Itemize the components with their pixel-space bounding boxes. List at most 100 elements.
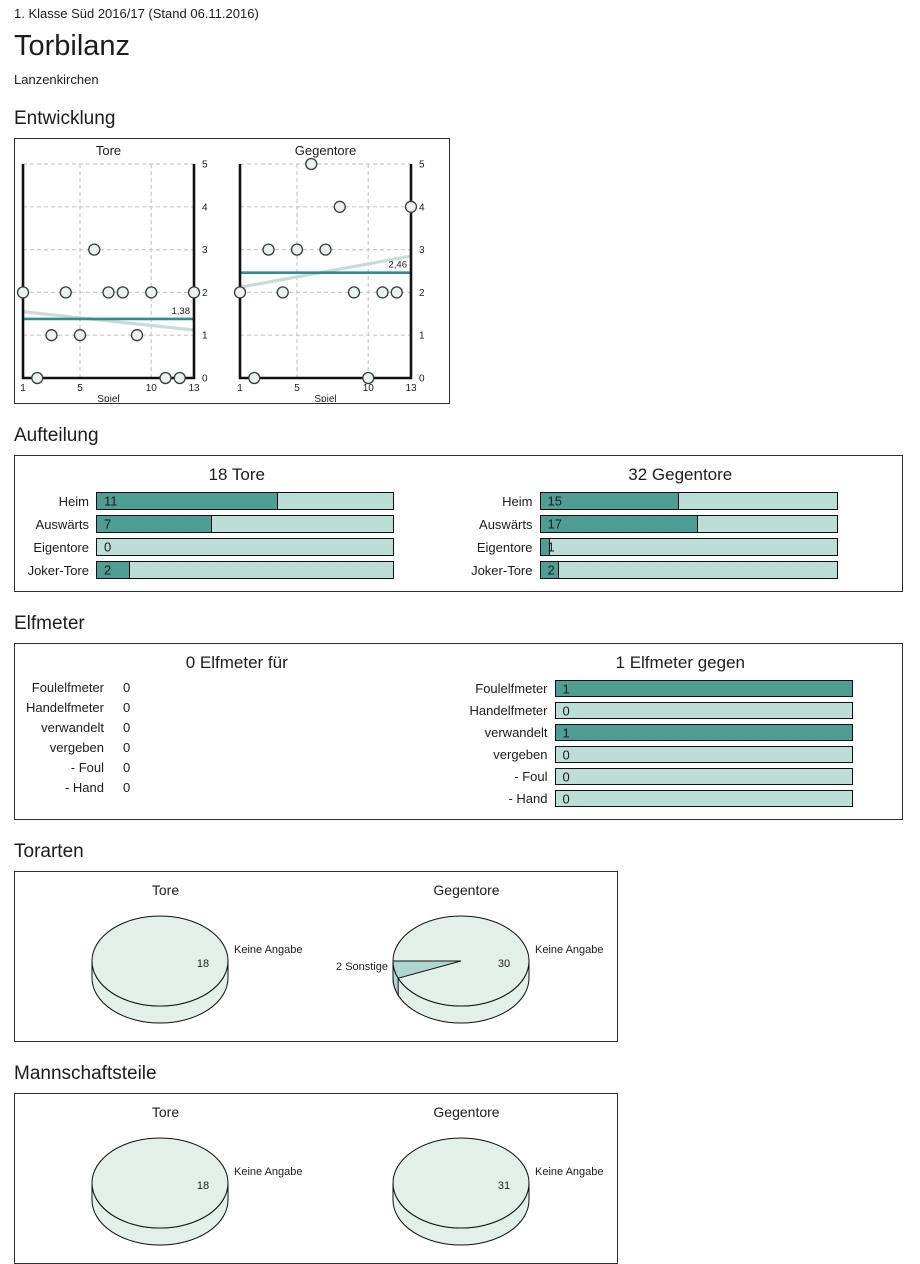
svg-text:2 Sonstige: 2 Sonstige (336, 961, 388, 973)
bar-fill (540, 539, 550, 555)
section-heading-entwicklung: Entwicklung (14, 108, 116, 129)
bar-track: 2 (96, 561, 394, 579)
svg-text:2: 2 (419, 288, 425, 299)
pie-title-torarten-tore: Tore (151, 882, 180, 898)
mannschaftsteile-panel: Tore Keine Angabe 18 Gegentore Keine Anga… (14, 1093, 618, 1264)
pie-title-mannschaftsteile-gegentore: Gegentore (433, 1104, 500, 1120)
svg-text:Spiel: Spiel (97, 394, 119, 402)
bar-label: Auswärts (479, 516, 533, 532)
bar-fill (97, 562, 130, 578)
bar-track: 7 (96, 515, 394, 533)
bar-row: Auswärts 7 (15, 515, 459, 533)
bar-track: 15 (539, 492, 838, 510)
bar-track: 0 (554, 702, 853, 719)
bar-rows-elfmeter-fuer: Foulelfmeter 0 Handelfmeter 0 verwandelt 0 ver… (15, 680, 459, 795)
bar-track: 0 (554, 746, 853, 763)
svg-text:4: 4 (419, 202, 425, 213)
bar-value: 15 (547, 493, 562, 509)
bar-value: 0 (562, 703, 570, 718)
bar-fill (97, 516, 213, 532)
bar-fill (555, 725, 852, 740)
scatter-chart-gegentore: Gegentore 2,46 0 1 2 3 4 5 1 5 10 13 Spiel (233, 143, 425, 402)
svg-text:10: 10 (363, 383, 375, 394)
bar-label: - Foul (70, 760, 104, 775)
svg-text:13: 13 (405, 383, 417, 394)
svg-text:1,38: 1,38 (172, 306, 191, 317)
chart-title-elfmeter-gegen: 1 Elfmeter gegen (615, 653, 745, 672)
bar-row: Foulelfmeter 1 (459, 680, 903, 697)
bar-row: verwandelt 0 (15, 720, 459, 735)
bar-label: Heim (58, 493, 89, 509)
svg-text:Keine Angabe: Keine Angabe (234, 944, 303, 956)
svg-text:31: 31 (498, 1180, 510, 1192)
bar-value: 17 (547, 516, 562, 532)
bar-label: Joker-Tore (471, 562, 533, 578)
svg-text:5: 5 (77, 383, 83, 394)
pie-chart-torarten-tore: Tore Keine Angabe 18 (15, 872, 316, 1041)
bar-chart-tore: 18 Tore Heim 11 Auswärts 7 Eigentore 0 Joker-T… (15, 461, 459, 584)
svg-text:3: 3 (202, 245, 208, 256)
bar-value: 0 (123, 680, 131, 695)
elfmeter-panel: 0 Elfmeter für Foulelfmeter 0 Handelfmeter… (14, 643, 903, 820)
bar-value: 7 (104, 516, 112, 532)
bar-value: 0 (123, 740, 131, 755)
svg-text:Gegentore: Gegentore (295, 143, 356, 158)
bar-value: 11 (104, 493, 118, 509)
bar-row: - Foul 0 (15, 760, 459, 775)
aufteilung-panel: 18 Tore Heim 11 Auswärts 7 Eigentore 0 Joker-T… (14, 455, 903, 592)
bar-row: Auswärts 17 (459, 515, 903, 533)
league-line: 1. Klasse Süd 2016/17 (Stand 06.11.2016) (14, 6, 259, 21)
bar-rows-elfmeter-gegen: Foulelfmeter 1 Handelfmeter 0 verwandelt 1 ver… (459, 680, 903, 807)
bar-value: 0 (562, 791, 570, 806)
bar-value: 1 (562, 725, 570, 740)
chart-title-elfmeter-fuer: 0 Elfmeter für (185, 653, 288, 672)
bar-label: Handelfmeter (25, 700, 104, 715)
bar-track: 17 (539, 515, 838, 533)
bar-value: 0 (123, 780, 131, 795)
chart-title-gegentore: 32 Gegentore (628, 465, 733, 484)
bar-label: vergeben (493, 747, 548, 762)
pie-chart-torarten-gegentore: Gegentore 2 Sonstige Keine Angabe 30 (316, 872, 617, 1041)
bar-row: - Hand 0 (459, 790, 903, 807)
bar-row: vergeben 0 (459, 746, 903, 763)
section-heading-mannschaftsteile: Mannschaftsteile (14, 1063, 157, 1084)
bar-row: Heim 15 (459, 492, 903, 510)
svg-text:2: 2 (202, 288, 208, 299)
bar-track: 0 (96, 538, 394, 556)
bar-row: - Foul 0 (459, 768, 903, 785)
svg-text:18: 18 (197, 958, 209, 970)
chart-title-tore: 18 Tore (208, 465, 265, 484)
bar-value: 0 (562, 769, 570, 784)
bar-fill (555, 681, 852, 696)
section-heading-torarten: Torarten (14, 841, 84, 862)
svg-text:3: 3 (419, 245, 425, 256)
bar-fill (97, 493, 278, 509)
svg-text:5: 5 (419, 160, 425, 171)
bar-track: 1 (539, 538, 838, 556)
svg-text:Keine Angabe: Keine Angabe (535, 1166, 604, 1178)
bar-value: 2 (547, 562, 555, 578)
bar-fill (540, 516, 698, 532)
pie-svg-torarten-tore: Keine Angabe 18 (91, 915, 303, 1024)
pie-title-torarten-gegentore: Gegentore (433, 882, 500, 898)
bar-row: Foulelfmeter 0 (15, 680, 459, 695)
bar-rows-gegentore: Heim 15 Auswärts 17 Eigentore 1 Joker-Tore 2 (459, 492, 903, 579)
svg-text:Keine Angabe: Keine Angabe (234, 1166, 303, 1178)
bar-label: Heim (502, 493, 533, 509)
svg-text:13: 13 (188, 383, 200, 394)
bar-row: - Hand 0 (15, 780, 459, 795)
bar-label: Handelfmeter (469, 703, 548, 718)
bar-row: Heim 11 (15, 492, 459, 510)
bar-label: Joker-Tore (27, 562, 89, 578)
svg-text:10: 10 (146, 383, 158, 394)
svg-text:Spiel: Spiel (314, 394, 336, 402)
svg-text:0: 0 (202, 374, 208, 385)
pie-chart-mannschaftsteile-gegentore: Gegentore Keine Angabe 31 (316, 1094, 617, 1263)
svg-text:30: 30 (498, 958, 510, 970)
bar-row: Joker-Tore 2 (459, 561, 903, 579)
svg-text:0: 0 (419, 374, 425, 385)
bar-row: Eigentore 1 (459, 538, 903, 556)
svg-text:1: 1 (20, 383, 26, 394)
team-name: Lanzenkirchen (14, 72, 99, 87)
